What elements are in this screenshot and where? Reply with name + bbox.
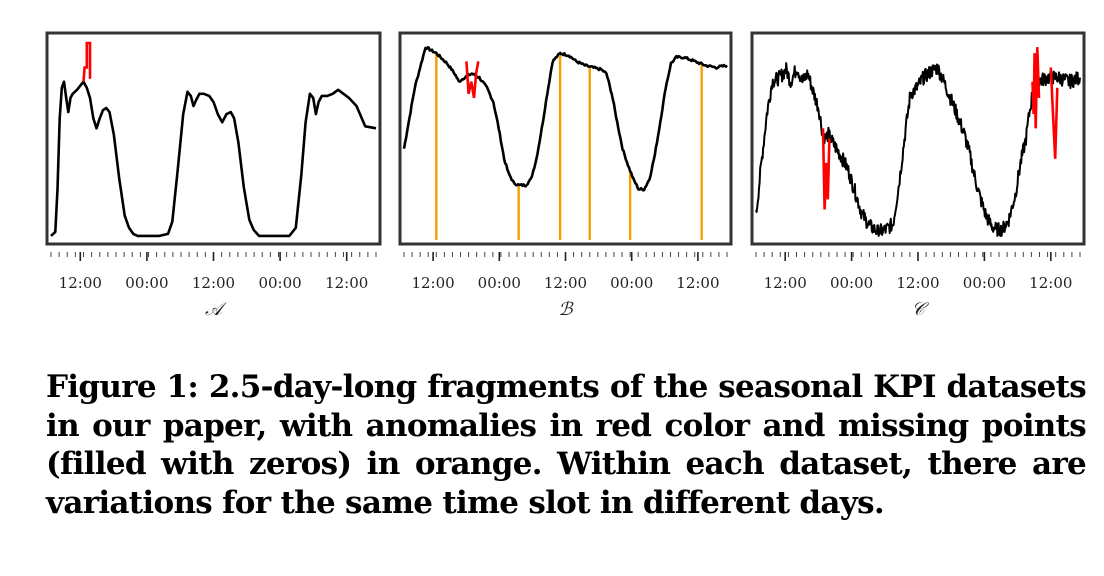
x-tick-label: 12:00 [764,274,807,292]
kpi-series-line [755,62,1081,237]
figure-caption: Figure 1: 2.5-day-long fragments of the … [46,369,1087,521]
x-tick-label: 12:00 [1029,274,1072,292]
panel-label: ℬ [558,299,574,320]
x-tick-label: 12:00 [192,274,235,292]
panel-frame [398,31,733,246]
x-tick-label: 12:00 [676,274,719,292]
x-tick-label: 12:00 [59,274,102,292]
x-tick-label: 00:00 [478,274,521,292]
x-tick-label: 12:00 [325,274,368,292]
x-tick-label: 12:00 [896,274,939,292]
figure-svg: 12:00 00:00 12:00 00:00 12:00 𝒜 12:00 00:00 12:0… [45,31,1086,320]
kpi-series-line [402,46,728,192]
x-tick-label: 00:00 [125,274,168,292]
x-tick-label: 12:00 [544,274,587,292]
panel-frame [750,31,1086,246]
panel-label: 𝒞 [911,299,929,320]
x-tick-label: 00:00 [963,274,1006,292]
x-tick-label: 00:00 [610,274,653,292]
x-tick-label: 00:00 [258,274,301,292]
x-tick-label: 12:00 [411,274,454,292]
panel-frame [45,31,382,246]
panel-label: 𝒜 [205,299,227,320]
anomaly-segment [821,128,831,210]
figure-1: 12:00 00:00 12:00 00:00 12:00 𝒜 12:00 00:00 12:0… [45,31,1086,320]
anomaly-segment [465,61,480,99]
anomaly-segment [1049,67,1059,159]
kpi-series-line [50,80,377,238]
anomaly-segment [1031,47,1041,129]
x-tick-label: 00:00 [830,274,873,292]
anomaly-segment [82,41,92,82]
